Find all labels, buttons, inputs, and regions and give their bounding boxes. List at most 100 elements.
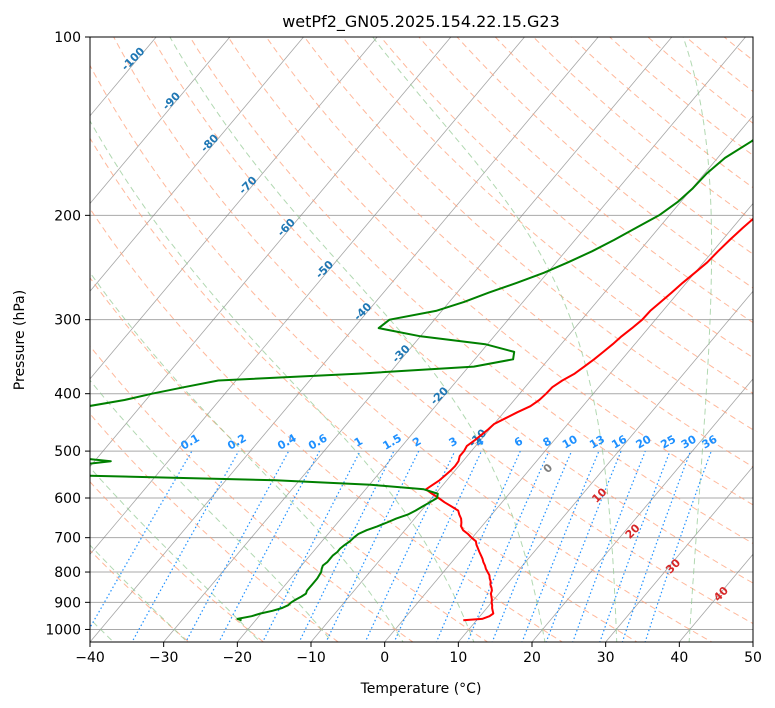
y-tick-label: 300 <box>54 313 81 329</box>
mixing-ratio-label: 10 <box>560 432 580 451</box>
x-tick-label: 10 <box>449 650 467 666</box>
isotherm-line <box>90 37 452 468</box>
moist-adiabat-label: 10 <box>589 485 609 505</box>
moist-adiabat-line <box>90 379 333 642</box>
dry-adiabat-line <box>303 37 753 431</box>
plot-frame <box>89 36 754 643</box>
dry-adiabat-line <box>418 37 753 324</box>
dry-adiabat-line <box>90 277 489 642</box>
x-tick-label: 40 <box>670 650 688 666</box>
isotherm-label: -70 <box>236 174 259 197</box>
isotherm-label: -80 <box>198 131 221 154</box>
dry-adiabat-line <box>90 137 639 642</box>
mixing-ratio-line <box>364 450 456 642</box>
moist-adiabat-line <box>761 37 775 654</box>
dry-adiabat-line <box>341 37 753 394</box>
moist-adiabat-line <box>169 37 546 642</box>
mixing-ratio-line <box>131 450 240 642</box>
moist-adiabat-line <box>90 544 188 642</box>
mixing-ratio-label: 0.4 <box>275 431 299 452</box>
isotherm-label: -100 <box>119 44 148 73</box>
mixing-ratio-line <box>621 450 692 642</box>
mixing-ratio-line <box>393 450 483 642</box>
y-tick-label: 200 <box>54 208 81 224</box>
dry-adiabat-line <box>570 37 753 189</box>
mixing-ratio-label: 0.6 <box>306 431 330 452</box>
y-tick-label: 900 <box>54 595 81 611</box>
moist-adiabat-label: 20 <box>623 521 643 541</box>
y-tick-label: 1000 <box>45 622 81 638</box>
x-tick-label: 50 <box>744 650 762 666</box>
y-tick-label: 700 <box>54 531 81 547</box>
isotherm-line <box>457 290 753 642</box>
y-axis-label: Pressure (hPa) <box>12 290 28 390</box>
isotherm-line <box>90 37 305 292</box>
dry-adiabat-line <box>265 37 753 468</box>
y-tick-label: 500 <box>54 444 81 460</box>
mixing-ratio-label: 1 <box>352 435 365 450</box>
moist-adiabat-label: 0 <box>541 461 556 476</box>
x-tick-label: −20 <box>223 650 253 666</box>
mixing-ratio-line <box>435 450 521 642</box>
mixing-ratio-label: 6 <box>512 434 525 449</box>
mixing-ratio-line <box>466 450 550 642</box>
sounding-lines <box>90 138 753 622</box>
dry-adiabat-line <box>90 345 414 642</box>
chart-title: wetPf2_GN05.2025.154.22.15.G23 <box>282 12 560 32</box>
y-axis: 1000 900 800 700 600 500 400 300 200 100 <box>45 30 90 638</box>
mixing-ratio-label: 25 <box>658 433 678 452</box>
isotherm-label: -60 <box>275 216 298 239</box>
isotherm-line <box>678 553 753 642</box>
isotherm-line <box>90 37 231 205</box>
dry-adiabat-line <box>227 37 753 506</box>
dry-adiabat-line <box>380 37 753 359</box>
x-tick-label: 30 <box>597 650 615 666</box>
isotherm-line <box>310 115 753 642</box>
moist-adiabat-line <box>372 37 618 642</box>
x-axis: −40 −30 −20 −10 0 10 20 30 40 50 <box>75 642 762 666</box>
moist-adiabat-line <box>682 37 713 642</box>
isotherm-line <box>90 37 378 380</box>
y-tick-label: 100 <box>54 30 81 46</box>
isotherm-line <box>163 37 673 642</box>
dry-adiabat-line <box>90 481 265 642</box>
mixing-ratio-line <box>185 450 290 642</box>
dry-adiabat-line <box>647 37 753 124</box>
mixing-ratio-line <box>491 450 573 642</box>
mixing-ratio-line <box>218 450 321 642</box>
dry-adiabat-line <box>723 37 753 61</box>
dry-adiabat-line <box>189 37 753 545</box>
dry-adiabat-line <box>608 37 753 156</box>
dry-adiabat-line <box>151 37 753 584</box>
dry-adiabat-line <box>113 37 753 625</box>
mixing-ratio-line <box>545 450 622 642</box>
isotherm-label: -50 <box>313 258 336 281</box>
x-axis-label: Temperature (°C) <box>360 681 482 697</box>
x-tick-label: 20 <box>523 650 541 666</box>
isotherm-label: -90 <box>160 89 183 112</box>
isotherm-line <box>531 378 753 642</box>
mixing-ratio-label: 0.2 <box>225 432 248 453</box>
mixing-ratio-label: 20 <box>634 432 654 451</box>
dry-adiabat-line <box>532 37 753 222</box>
isotherm-line <box>90 37 526 555</box>
y-tick-label: 600 <box>54 491 81 507</box>
mixing-ratio-line <box>521 450 600 642</box>
dry-adiabat-line <box>90 64 713 642</box>
mixing-ratio-line <box>325 450 420 642</box>
dry-adiabat-line <box>90 207 564 642</box>
mixing-ratio-line <box>644 450 712 642</box>
x-tick-label: −30 <box>149 650 179 666</box>
mixing-ratio-label: 30 <box>679 432 699 451</box>
x-tick-label: −40 <box>75 650 105 666</box>
isotherm-line <box>236 37 747 642</box>
dry-adiabat-line <box>685 37 753 93</box>
isotherm-label: -20 <box>428 384 451 407</box>
dry-adiabat-line <box>456 37 753 289</box>
dewpoint-profile-line <box>90 138 753 622</box>
isotherm-line <box>605 465 753 642</box>
dry-adiabat-line <box>90 549 190 642</box>
x-tick-label: −10 <box>296 650 326 666</box>
dry-adiabat-line <box>90 413 340 642</box>
